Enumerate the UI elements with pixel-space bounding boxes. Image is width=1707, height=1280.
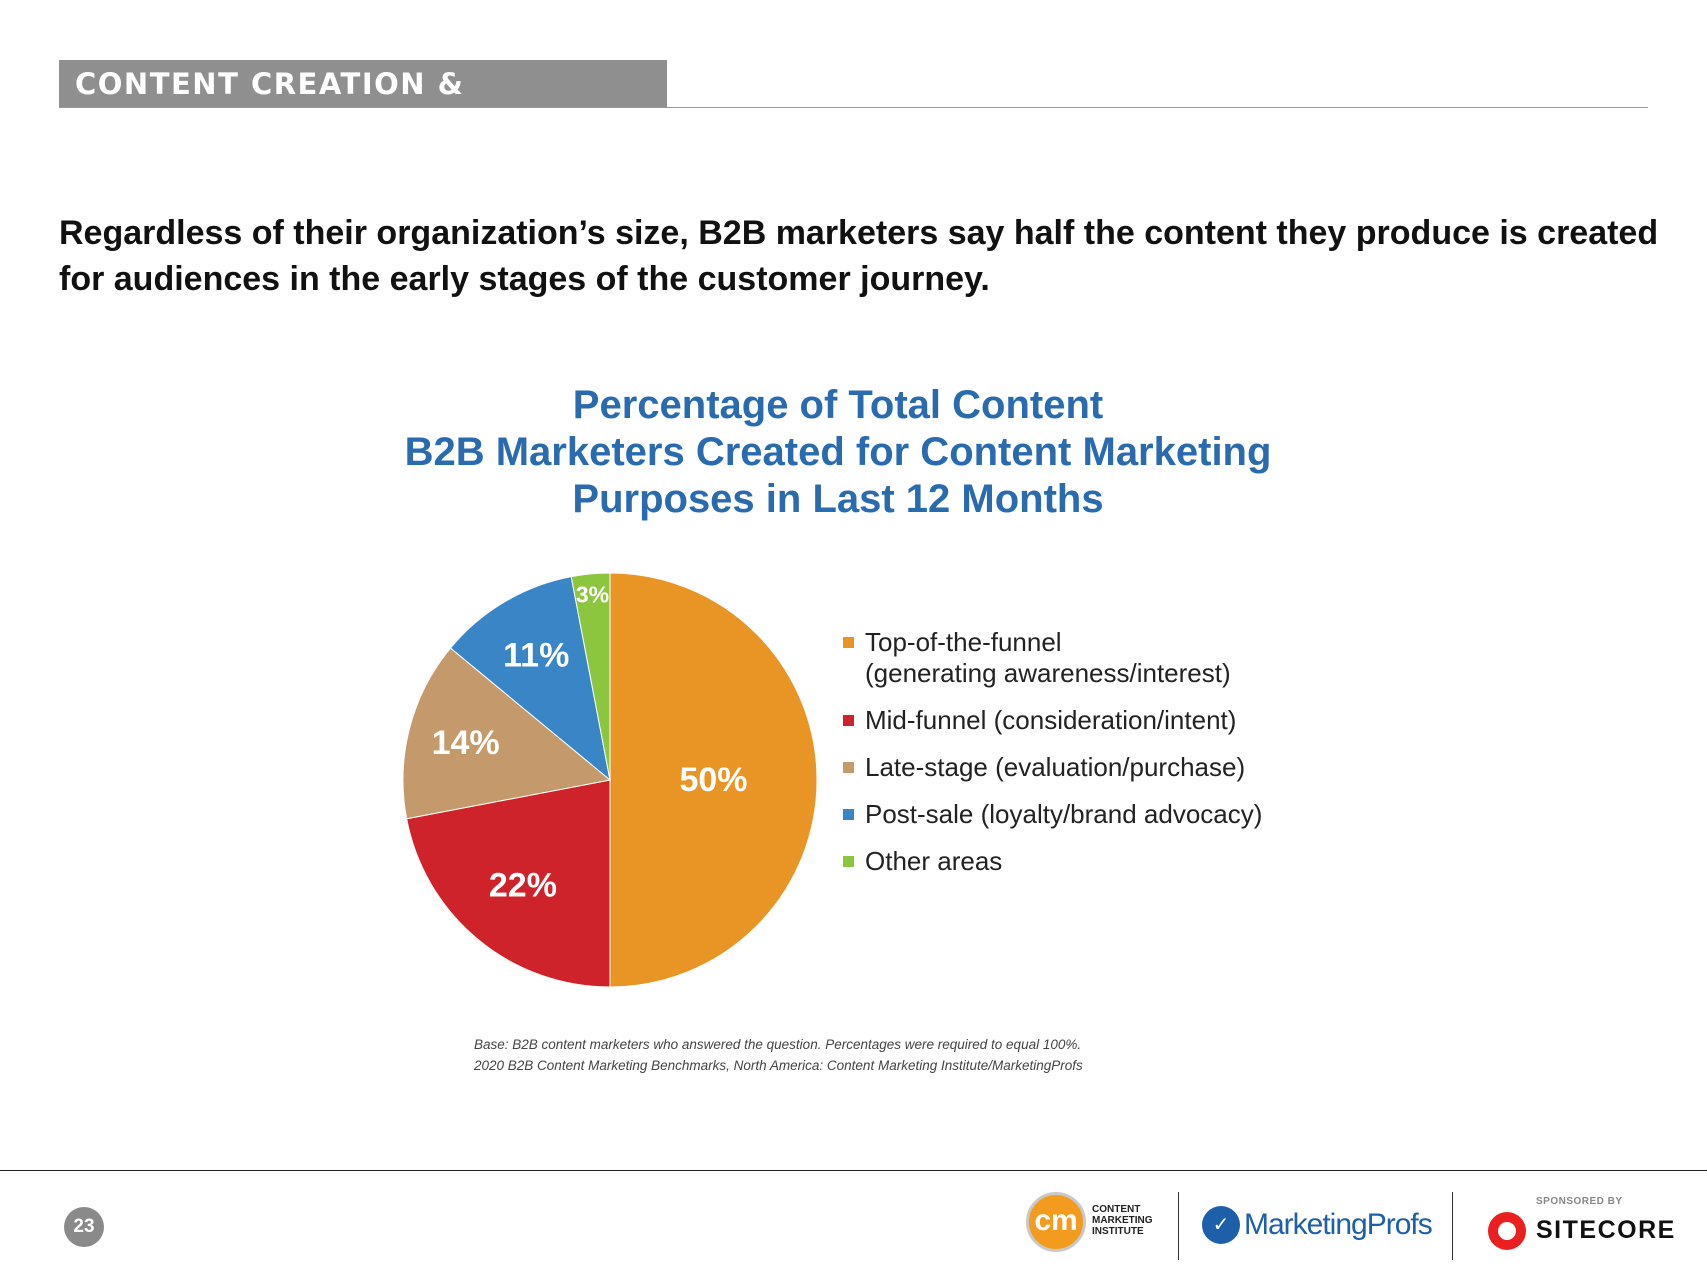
legend-swatch [843, 809, 854, 820]
cmi-line: MARKETING [1092, 1215, 1153, 1226]
pie-slice-label: 22% [489, 866, 557, 904]
legend-item: Mid-funnel (consideration/intent) [843, 705, 1443, 736]
pie-slice-label: 3% [576, 582, 609, 608]
marketingprofs-icon: ✓ [1202, 1206, 1240, 1244]
legend-swatch [843, 762, 854, 773]
cmi-line: CONTENT [1092, 1204, 1141, 1215]
pie-slice-label: 14% [432, 724, 500, 762]
legend-item: Post-sale (loyalty/brand advocacy) [843, 799, 1443, 830]
cmi-wordmark: CONTENT MARKETING INSTITUTE [1092, 1204, 1153, 1237]
section-tab: CONTENT CREATION & DISTRIBUTION [59, 60, 667, 149]
pie-slice-label: 11% [503, 636, 569, 674]
legend-swatch [843, 637, 854, 648]
legend-swatch [843, 856, 854, 867]
pie-slice-label: 50% [679, 761, 747, 799]
legend-item: Other areas [843, 846, 1443, 877]
pie-slice [570, 572, 611, 781]
sitecore-icon [1488, 1212, 1526, 1250]
chart-title-line: Purposes in Last 12 Months [572, 477, 1104, 521]
footnote-base: Base: B2B content marketers who answered… [474, 1037, 1082, 1052]
pie-slice [449, 576, 611, 782]
cmi-line: INSTITUTE [1092, 1226, 1144, 1237]
cmi-mark: cm [1026, 1192, 1086, 1252]
chart-title-line: Percentage of Total Content [572, 383, 1104, 427]
legend-label: Top-of-the-funnel [865, 627, 1062, 657]
legend-label: Late-stage (evaluation/purchase) [865, 752, 1246, 782]
sponsored-by-label: SPONSORED BY [1536, 1196, 1623, 1207]
legend-item: Top-of-the-funnel (generating awareness/i… [843, 627, 1443, 689]
section-label: CONTENT CREATION & DISTRIBUTION [75, 67, 465, 149]
legend-label: (generating awareness/interest) [865, 658, 1231, 688]
page-number: 23 [64, 1207, 104, 1247]
marketingprofs-wordmark: MarketingProfs [1244, 1208, 1433, 1241]
chart-title: Percentage of Total Content B2B Marketer… [338, 382, 1338, 523]
headline: Regardless of their organization’s size,… [59, 214, 1659, 298]
pie-slice [406, 779, 611, 988]
pie-slice [402, 647, 612, 820]
chart-legend: Top-of-the-funnel (generating awareness/i… [843, 627, 1443, 893]
footer-divider [0, 1170, 1707, 1171]
section-divider [59, 107, 1648, 108]
chart-title-line: B2B Marketers Created for Content Market… [404, 430, 1272, 474]
pie-slice [609, 572, 818, 988]
marketingprofs-logo: ✓ MarketingProfs [1202, 1204, 1442, 1248]
legend-label: Other areas [865, 846, 1003, 876]
pie-chart: 50% 22% 14% 11% 3% [402, 572, 818, 988]
footnote: Base: B2B content marketers who answered… [474, 1034, 1374, 1076]
sponsor-block: SPONSORED BY SITECORE [1488, 1192, 1674, 1262]
sitecore-wordmark: SITECORE [1536, 1216, 1676, 1244]
legend-label: Post-sale (loyalty/brand advocacy) [865, 799, 1263, 829]
footnote-source: 2020 B2B Content Marketing Benchmarks, N… [474, 1058, 1083, 1073]
cmi-logo: cm CONTENT MARKETING INSTITUTE [1026, 1192, 1156, 1256]
legend-swatch [843, 715, 854, 726]
legend-item: Late-stage (evaluation/purchase) [843, 752, 1443, 783]
footer-separator [1452, 1192, 1453, 1260]
legend-label: Mid-funnel (consideration/intent) [865, 705, 1237, 735]
footer-separator [1178, 1192, 1179, 1260]
